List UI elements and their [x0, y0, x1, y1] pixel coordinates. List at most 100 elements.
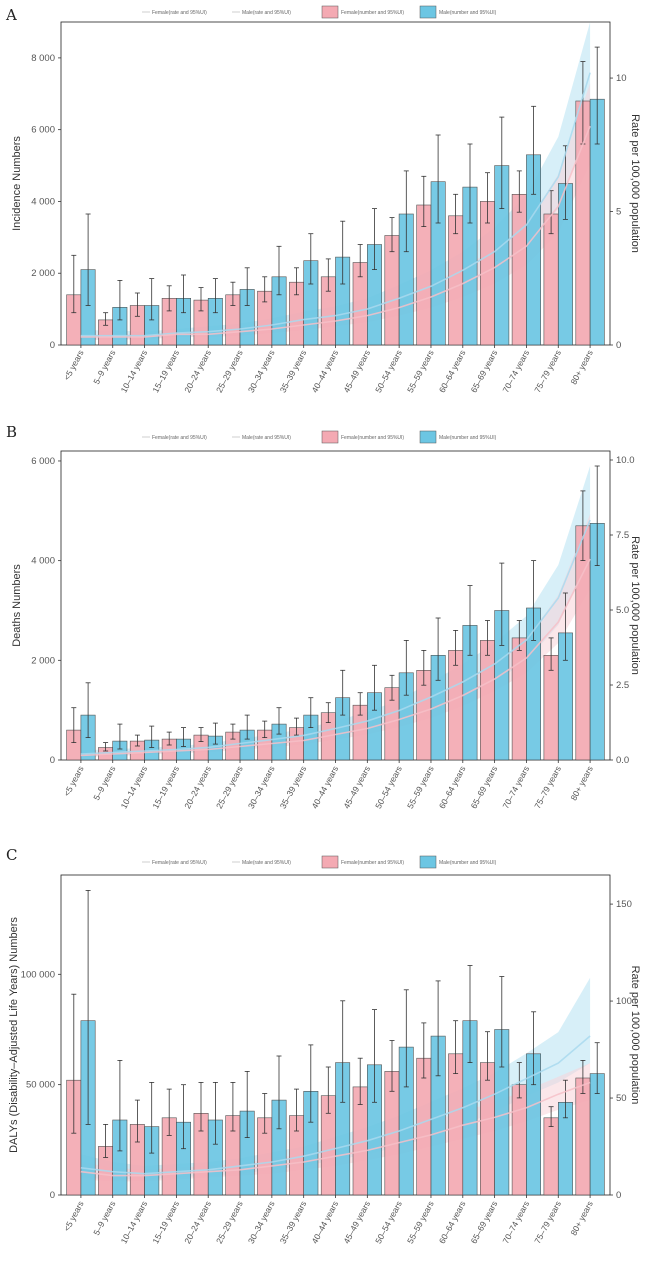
x-tick-label: 60–64 years — [437, 348, 468, 394]
x-tick-label: 75–79 years — [532, 1199, 563, 1245]
legend-male-number-label: Male(number and 95%UI) — [439, 860, 497, 866]
x-tick-label: 55–59 years — [405, 1199, 436, 1245]
legend-male-rate-label: Male(rate and 95%UI) — [242, 10, 291, 16]
x-tick-label: 45–49 years — [341, 1199, 372, 1245]
bar-female-13 — [479, 640, 495, 761]
panel-c: C Female(rate and 95%UI) Male(rate and 95… — [6, 846, 641, 1245]
y2-tick-label: 10.0 — [616, 455, 635, 466]
x-tick-label: 70–74 years — [500, 348, 531, 394]
x-tick-label: <5 years — [61, 764, 85, 798]
x-tick-label: 70–74 years — [500, 1199, 531, 1245]
bar-female-14 — [511, 1084, 527, 1196]
legend-female-rate-label: Female(rate and 95%UI) — [152, 10, 207, 16]
bar-female-15 — [543, 654, 559, 761]
y-tick-label: 2 000 — [31, 655, 55, 666]
legend-male-number-swatch — [419, 430, 437, 444]
bar-female-12 — [448, 1053, 464, 1196]
x-tick-label: 55–59 years — [405, 764, 436, 810]
y-axis-title: DALYs (Disability–Adjusted Life Years) N… — [8, 917, 20, 1153]
legend-female-number-swatch — [321, 430, 339, 444]
x-tick-label: 70–74 years — [500, 764, 531, 810]
bar-female-14 — [511, 637, 527, 761]
bar-female-13 — [479, 1062, 495, 1196]
x-tick-label: 50–54 years — [373, 348, 404, 394]
x-tick-label: 5–9 years — [91, 764, 117, 802]
x-tick-label: 35–39 years — [278, 764, 309, 810]
x-tick-label: 10–14 years — [119, 1199, 150, 1245]
y2-tick-label: 150 — [616, 899, 632, 910]
panel-letter-c: C — [6, 846, 17, 864]
y-tick-label: 0 — [50, 340, 55, 351]
legend-female-rate-label: Female(rate and 95%UI) — [152, 860, 207, 866]
x-tick-label: <5 years — [61, 1199, 85, 1233]
x-tick-label: 15–19 years — [150, 764, 181, 810]
legend-female-number-label: Female(number and 95%UI) — [341, 860, 404, 866]
female-rate-line — [80, 125, 591, 338]
panel-letter-b: B — [6, 423, 17, 441]
y2-tick-label: 5 — [616, 207, 621, 218]
panel-a: A Female(rate and 95%UI) Male(rate and 95… — [5, 5, 641, 394]
legend-female-number-swatch — [321, 5, 339, 19]
legend-female-rate-label: Female(rate and 95%UI) — [152, 435, 207, 441]
y-tick-label: 4 000 — [31, 196, 55, 207]
y-tick-label: 4 000 — [31, 556, 55, 567]
x-tick-label: 50–54 years — [373, 1199, 404, 1245]
y2-axis-title: Rate per 100,000 population — [629, 966, 641, 1105]
x-tick-label: 35–39 years — [278, 1199, 309, 1245]
x-tick-label: 35–39 years — [278, 348, 309, 394]
x-tick-label: 30–34 years — [246, 1199, 277, 1245]
legend-b: Female(rate and 95%UI) Male(rate and 95%U… — [142, 430, 497, 444]
x-tick-label: 40–44 years — [309, 1199, 340, 1245]
bar-female-15 — [543, 1117, 559, 1196]
y-tick-label: 2 000 — [31, 268, 55, 279]
x-tick-label: 10–14 years — [119, 764, 150, 810]
y2-tick-label: 0 — [616, 1190, 621, 1201]
legend-male-number-swatch — [419, 855, 437, 869]
x-tick-label: 30–34 years — [246, 348, 277, 394]
x-tick-label: 65–69 years — [469, 1199, 500, 1245]
y-axis-title: Deaths Numbers — [11, 564, 23, 647]
legend-a: Female(rate and 95%UI) Male(rate and 95%U… — [142, 5, 497, 19]
x-tick-label: 50–54 years — [373, 764, 404, 810]
x-tick-label: 30–34 years — [246, 764, 277, 810]
y2-tick-label: 0.0 — [616, 755, 629, 766]
panel-letter-a: A — [5, 6, 17, 24]
legend-female-number-label: Female(number and 95%UI) — [341, 435, 404, 441]
legend-male-number-label: Male(number and 95%UI) — [439, 435, 497, 441]
x-tick-label: 5–9 years — [91, 348, 117, 386]
y-axis-title: Incidence Numbers — [11, 136, 23, 231]
y-tick-label: 0 — [50, 1190, 55, 1201]
y-tick-label: 6 000 — [31, 456, 55, 467]
panel-b: B Female(rate and 95%UI) Male(rate and 95… — [6, 423, 641, 810]
legend-male-rate-label: Male(rate and 95%UI) — [242, 435, 291, 441]
bar-female-12 — [448, 650, 464, 761]
x-tick-label: 75–79 years — [532, 764, 563, 810]
bar-female-14 — [511, 194, 527, 346]
y2-tick-label: 100 — [616, 996, 632, 1007]
x-tick-label: 45–49 years — [341, 348, 372, 394]
y2-tick-label: 0 — [616, 340, 621, 351]
male-rate-line — [80, 1035, 591, 1175]
x-tick-label: 80+ years — [568, 348, 594, 386]
legend-male-number-label: Male(number and 95%UI) — [439, 10, 497, 16]
x-tick-label: 20–24 years — [182, 764, 213, 810]
x-tick-label: 20–24 years — [182, 348, 213, 394]
x-tick-label: 20–24 years — [182, 1199, 213, 1245]
y-tick-label: 8 000 — [31, 53, 55, 64]
y-tick-label: 50 000 — [26, 1080, 55, 1091]
legend-female-number-swatch — [321, 855, 339, 869]
y2-axis-title: Rate per 100,000 population — [629, 536, 641, 675]
y2-tick-label: 10 — [616, 73, 627, 84]
male-rate-line — [80, 519, 591, 755]
y-tick-label: 0 — [50, 755, 55, 766]
legend-c: Female(rate and 95%UI) Male(rate and 95%U… — [142, 855, 497, 869]
bar-female-16 — [575, 1077, 591, 1196]
x-tick-label: 40–44 years — [309, 348, 340, 394]
bar-female-12 — [448, 215, 464, 346]
x-tick-label: 80+ years — [568, 764, 594, 802]
y2-tick-label: 5.0 — [616, 605, 629, 616]
x-tick-label: 55–59 years — [405, 348, 436, 394]
x-tick-label: 45–49 years — [341, 764, 372, 810]
female-rate-line — [80, 1081, 591, 1177]
